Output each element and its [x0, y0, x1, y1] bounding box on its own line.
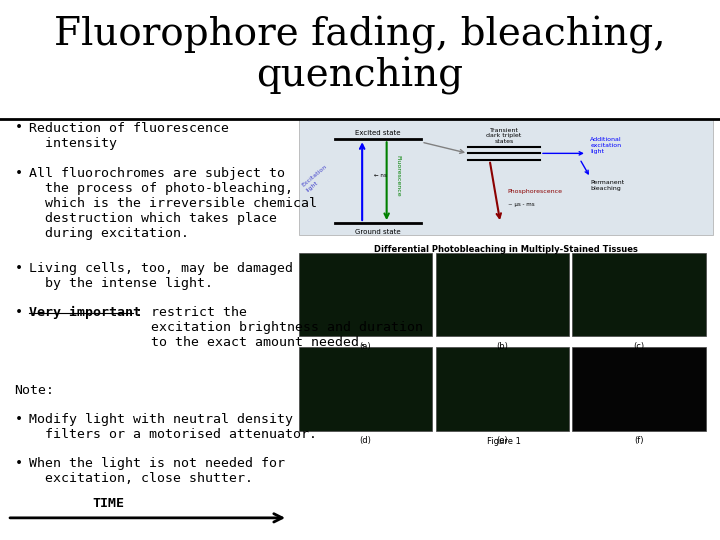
Text: ~ µs - ms: ~ µs - ms	[508, 202, 534, 207]
Text: (d): (d)	[359, 436, 372, 446]
Text: Fluorophore fading, bleaching,: Fluorophore fading, bleaching,	[54, 16, 666, 54]
Text: (b): (b)	[496, 342, 508, 351]
Text: Additional
excitation
light: Additional excitation light	[590, 137, 622, 153]
Text: Differential Photobleaching in Multiply-Stained Tissues: Differential Photobleaching in Multiply-…	[374, 245, 638, 254]
FancyBboxPatch shape	[299, 347, 432, 431]
Text: (a): (a)	[359, 342, 372, 351]
Text: •: •	[14, 167, 22, 180]
Text: All fluorochromes are subject to
  the process of photo-bleaching,
  which is th: All fluorochromes are subject to the pro…	[29, 167, 317, 240]
Text: Transient
dark triplet
states: Transient dark triplet states	[487, 127, 521, 144]
Text: (e): (e)	[496, 436, 508, 446]
Text: •: •	[14, 457, 22, 470]
Text: Living cells, too, may be damaged
  by the intense light.: Living cells, too, may be damaged by the…	[29, 262, 293, 290]
Text: (f): (f)	[634, 436, 644, 446]
FancyBboxPatch shape	[436, 253, 569, 336]
Text: Figure 1: Figure 1	[487, 437, 521, 447]
Text: quenching: quenching	[256, 57, 464, 94]
Text: Modify light with neutral density
  filters or a motorised attenuator.: Modify light with neutral density filter…	[29, 413, 317, 441]
Text: Permanent
bleaching: Permanent bleaching	[590, 180, 624, 191]
FancyBboxPatch shape	[436, 347, 569, 431]
Text: Very important: Very important	[29, 306, 141, 319]
Text: •: •	[14, 122, 22, 134]
Text: •: •	[14, 413, 22, 426]
Text: Excited state: Excited state	[355, 130, 401, 136]
Text: : restrict the
  excitation brightness and duration
  to the exact amount needed: : restrict the excitation brightness and…	[135, 306, 423, 349]
Text: Ground state: Ground state	[355, 230, 401, 235]
FancyBboxPatch shape	[572, 253, 706, 336]
Text: •: •	[14, 262, 22, 275]
Text: Reduction of fluorescence
  intensity: Reduction of fluorescence intensity	[29, 122, 229, 150]
Text: TIME: TIME	[92, 497, 124, 510]
Text: Note:: Note:	[14, 384, 55, 397]
FancyBboxPatch shape	[299, 253, 432, 336]
Text: ← ns: ← ns	[374, 173, 387, 178]
Text: When the light is not needed for
  excitation, close shutter.: When the light is not needed for excitat…	[29, 457, 285, 485]
Text: Excitation
light: Excitation light	[301, 164, 332, 193]
FancyBboxPatch shape	[299, 119, 713, 235]
Text: •: •	[14, 306, 22, 319]
Text: (c): (c)	[634, 342, 644, 351]
FancyBboxPatch shape	[572, 347, 706, 431]
Text: Phosphorescence: Phosphorescence	[508, 189, 562, 194]
Text: Fluorescence: Fluorescence	[395, 155, 400, 197]
